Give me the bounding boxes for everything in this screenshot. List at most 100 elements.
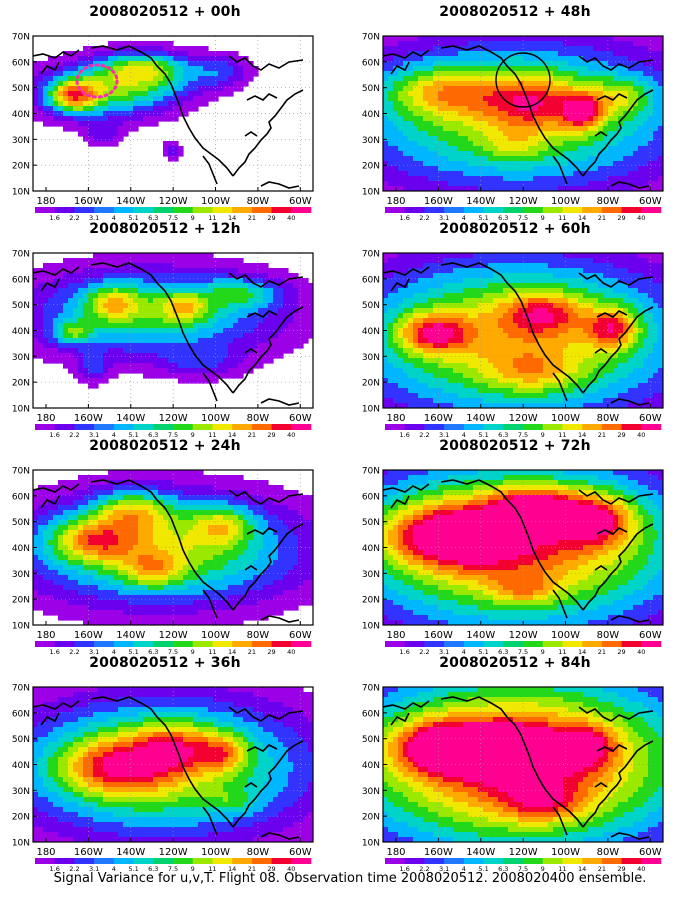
latitude-label: 10N xyxy=(12,188,30,198)
colorbar-swatch xyxy=(173,424,194,430)
colorbar-level-label: 3.1 xyxy=(439,865,449,871)
latitude-label: 60N xyxy=(362,58,380,68)
latitude-label: 40N xyxy=(12,110,30,120)
colorbar-swatch xyxy=(173,858,194,864)
colorbar-swatch xyxy=(192,207,213,213)
colorbar-level-label: 40 xyxy=(637,648,645,654)
colorbar-level-label: 9 xyxy=(191,865,195,871)
colorbar-swatch xyxy=(251,207,272,213)
colorbar-swatch xyxy=(621,424,642,430)
coastlines xyxy=(33,479,304,623)
colorbar-level-label: 5.1 xyxy=(128,214,138,220)
colorbar-swatch xyxy=(212,641,233,647)
colorbar-level-label: 9 xyxy=(191,214,195,220)
longitude-label: 140W xyxy=(116,630,145,641)
longitude-label: 60W xyxy=(289,413,312,424)
map-panel: 2008020512 + 24h 70N 60N 50N 40N 30N 20N 10N 180… xyxy=(0,438,330,654)
latitude-label: 30N xyxy=(12,570,30,580)
longitude-label: 120W xyxy=(159,847,188,858)
colorbar-swatch xyxy=(192,424,213,430)
longitude-label: 100W xyxy=(551,413,580,424)
latitude-label: 50N xyxy=(12,735,30,745)
map-plot: 70N 60N 50N 40N 30N 20N 10N 180 160W 140W 120W 100W… xyxy=(362,33,664,220)
latitude-label: 50N xyxy=(362,735,380,745)
colorbar-level-label: 6.3 xyxy=(498,865,508,871)
map-panel: 2008020512 + 84h 70N 60N 50N 40N 30N 20N 10N 180… xyxy=(350,655,680,871)
longitude-label: 120W xyxy=(159,413,188,424)
colorbar-swatch xyxy=(523,641,544,647)
colorbar-level-label: 6.3 xyxy=(498,431,508,437)
colorbar-level-label: 7.5 xyxy=(518,865,528,871)
colorbar-swatch xyxy=(133,207,154,213)
latitude-label: 70N xyxy=(362,250,380,260)
colorbar-level-label: 3.1 xyxy=(439,214,449,220)
colorbar-swatch xyxy=(54,641,75,647)
colorbar-swatch xyxy=(291,207,312,213)
colorbar-level-label: 6.3 xyxy=(148,648,158,654)
colorbar-level-label: 1.6 xyxy=(50,648,60,654)
colorbar-level-label: 2.2 xyxy=(419,431,429,437)
colorbar-level-label: 7.5 xyxy=(518,431,528,437)
colorbar-swatch xyxy=(251,641,272,647)
colorbar-swatch xyxy=(601,641,622,647)
colorbar-level-label: 11 xyxy=(558,865,566,871)
colorbar-swatch xyxy=(271,641,292,647)
map-panel: 2008020512 + 48h 70N 60N 50N 40N 30N 20N 10N 180… xyxy=(350,4,680,220)
longitude-label: 140W xyxy=(116,847,145,858)
colorbar-level-label: 3.1 xyxy=(439,431,449,437)
colorbar-swatch xyxy=(503,207,524,213)
colorbar-level-label: 14 xyxy=(578,431,586,437)
coastlines xyxy=(33,45,304,189)
colorbar-swatch xyxy=(385,641,406,647)
latitude-label: 40N xyxy=(362,327,380,337)
colorbar-level-label: 1.6 xyxy=(50,214,60,220)
latitude-label: 70N xyxy=(362,467,380,477)
colorbar-swatch xyxy=(232,641,253,647)
longitude-label: 60W xyxy=(639,196,662,207)
colorbar-level-label: 6.3 xyxy=(148,431,158,437)
map-panel: 2008020512 + 72h 70N 60N 50N 40N 30N 20N 10N 180… xyxy=(350,438,680,654)
colorbar-level-label: 29 xyxy=(617,865,625,871)
latitude-label: 30N xyxy=(362,570,380,580)
colorbar-swatch xyxy=(444,424,465,430)
colorbar-swatch xyxy=(523,207,544,213)
longitude-label: 180 xyxy=(386,630,405,641)
colorbar-level-label: 40 xyxy=(637,214,645,220)
longitude-label: 140W xyxy=(466,196,495,207)
variance-field xyxy=(33,41,259,162)
colorbar-level-label: 11 xyxy=(558,214,566,220)
panel-title: 2008020512 + 24h xyxy=(89,438,241,454)
colorbar-level-label: 7.5 xyxy=(168,648,178,654)
colorbar-swatch xyxy=(483,207,504,213)
colorbar-level-label: 21 xyxy=(598,865,606,871)
latitude-label: 70N xyxy=(12,250,30,260)
colorbar-swatch xyxy=(291,858,312,864)
colorbar-level-label: 7.5 xyxy=(168,431,178,437)
latitude-label: 40N xyxy=(12,327,30,337)
latitude-label: 20N xyxy=(362,596,380,606)
latitude-label: 50N xyxy=(362,84,380,94)
colorbar-swatch xyxy=(483,858,504,864)
colorbar-swatch xyxy=(444,207,465,213)
colorbar-swatch xyxy=(271,858,292,864)
colorbar-level-label: 4 xyxy=(112,648,116,654)
colorbar-swatch xyxy=(212,207,233,213)
latitude-label: 70N xyxy=(12,33,30,43)
colorbar-level-label: 9 xyxy=(191,431,195,437)
colorbar-level-label: 4 xyxy=(112,865,116,871)
colorbar-level-label: 11 xyxy=(208,648,216,654)
longitude-label: 60W xyxy=(639,630,662,641)
colorbar-swatch xyxy=(404,424,425,430)
latitude-label: 30N xyxy=(12,353,30,363)
latitude-label: 10N xyxy=(362,188,380,198)
variance-field xyxy=(383,687,663,842)
coastlines xyxy=(383,262,654,406)
coastlines xyxy=(383,696,654,840)
panel-title: 2008020512 + 72h xyxy=(439,438,591,454)
longitude-label: 100W xyxy=(551,630,580,641)
colorbar-swatch xyxy=(641,641,662,647)
colorbar-level-label: 11 xyxy=(208,214,216,220)
longitude-label: 160W xyxy=(424,847,453,858)
colorbar-level-label: 9 xyxy=(541,865,545,871)
colorbar-swatch xyxy=(35,424,56,430)
